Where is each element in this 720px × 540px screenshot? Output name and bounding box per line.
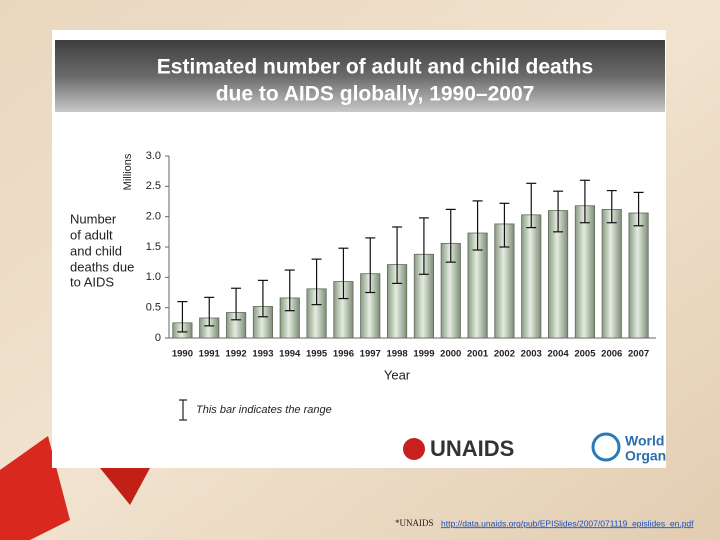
who-logo: Organization: [625, 448, 711, 464]
x-tick-label: 1994: [279, 349, 301, 360]
y-axis-label: to AIDS: [70, 274, 114, 289]
y-axis-label: deaths due: [70, 259, 134, 274]
y-axis-label: Number: [70, 211, 117, 226]
footnote-link[interactable]: http://data.unaids.org/pub/EPISlides/200…: [441, 518, 694, 528]
y-tick-label: 1.5: [146, 241, 161, 253]
x-tick-label: 1990: [172, 349, 193, 360]
x-tick-label: 1993: [252, 349, 273, 360]
who-logo: World Health: [625, 433, 711, 449]
x-tick-label: 1992: [226, 349, 247, 360]
bar: [574, 205, 595, 339]
range-legend: This bar indicates the range: [179, 399, 332, 421]
y-tick-label: 3.0: [146, 150, 161, 162]
x-tick-label: 1999: [413, 349, 434, 360]
y-tick-label: 2.5: [146, 180, 161, 192]
x-tick-label: 2002: [494, 349, 515, 360]
x-tick-label: 2006: [601, 349, 622, 360]
footnote: *UNAIDS: [395, 518, 434, 528]
y-tick-label: 0.5: [146, 302, 161, 314]
x-tick-label: 2007: [628, 349, 649, 360]
x-tick-label: 2004: [548, 349, 570, 360]
range-note: This bar indicates the range: [196, 404, 332, 416]
x-tick-label: 2001: [467, 349, 489, 360]
x-tick-label: 1997: [360, 349, 381, 360]
x-tick-label: 1995: [306, 349, 328, 360]
x-tick-label: 1991: [199, 349, 221, 360]
who-emblem: [591, 432, 621, 462]
bar: [521, 214, 542, 339]
x-tick-label: 2003: [521, 349, 542, 360]
title-banner: [55, 40, 665, 112]
y-tick-label: 1.0: [146, 271, 161, 283]
x-tick-label: 2005: [574, 349, 596, 360]
chart-title: due to AIDS globally, 1990–2007: [216, 83, 535, 106]
y-unit: Millions: [122, 153, 134, 190]
unaids-logo: UNAIDS: [430, 436, 514, 461]
x-tick-label: 1998: [387, 349, 408, 360]
x-axis-label: Year: [384, 367, 411, 382]
unaids-emblem: [403, 438, 425, 460]
bar: [601, 208, 622, 339]
logos: UNAIDS World Health Organization: [403, 432, 711, 464]
y-axis-label: of adult: [70, 227, 113, 242]
x-tick-label: 2000: [440, 349, 461, 360]
y-axis-label: and child: [70, 243, 122, 258]
y-tick-label: 0: [155, 332, 161, 344]
chart-title: Estimated number of adult and child deat…: [157, 56, 593, 79]
y-tick-label: 2.0: [146, 211, 161, 223]
x-tick-label: 1996: [333, 349, 354, 360]
bar: [628, 212, 649, 339]
ribbon: [100, 468, 150, 505]
